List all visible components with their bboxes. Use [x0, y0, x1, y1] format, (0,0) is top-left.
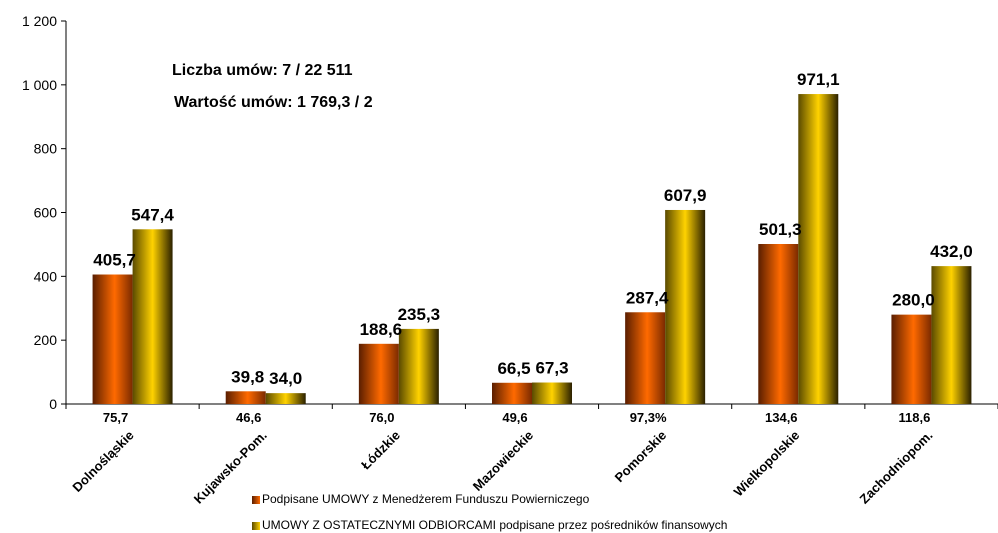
category-sub-label: 97,3% [630, 410, 667, 425]
bar-value-label: 287,4 [626, 288, 669, 307]
category-sub-label: 46,6 [236, 410, 261, 425]
bar-value-label: 607,9 [664, 186, 707, 205]
x-category-label: Mazowieckie [470, 428, 536, 494]
y-tick-label: 200 [34, 332, 58, 348]
y-tick-label: 600 [34, 205, 58, 221]
annotation-value: Wartość umów: 1 769,3 / 2 [174, 94, 373, 111]
bars [92, 94, 972, 404]
category-sub-label: 49,6 [502, 410, 527, 425]
x-category-label: Zachodniopom. [857, 428, 936, 507]
annotation-count: Liczba umów: 7 / 22 511 [172, 62, 353, 79]
bar-series2 [532, 382, 572, 404]
bar-value-label: 280,0 [892, 291, 935, 310]
bar-series2 [665, 209, 706, 404]
bar-value-label: 405,7 [93, 251, 136, 270]
category-sub-label: 75,7 [103, 410, 128, 425]
bar-value-label: 34,0 [269, 369, 302, 388]
axes: 0 200 400 600 800 1 000 1 200 [22, 13, 998, 412]
bar-value-label: 67,3 [535, 359, 568, 378]
y-tick-label: 0 [49, 396, 57, 412]
bar-series2 [265, 393, 306, 404]
legend-item-series1: Podpisane UMOWY z Menedżerem Funduszu Po… [252, 492, 589, 506]
category-sub-label: 76,0 [369, 410, 394, 425]
bar-series1 [225, 391, 266, 404]
bar-value-label: 235,3 [398, 305, 441, 324]
y-tick-label: 400 [34, 268, 58, 284]
bar-value-label: 188,6 [360, 320, 403, 339]
bar-value-label: 547,4 [131, 205, 174, 224]
x-category-label: Łódzkie [358, 428, 403, 473]
bar-value-label: 971,1 [797, 70, 840, 89]
x-category-label: Wielkopolskie [731, 428, 803, 500]
bar-series1 [758, 244, 799, 404]
bar-series1 [625, 312, 666, 404]
y-tick-label: 800 [34, 141, 58, 157]
legend-swatch-series1 [252, 495, 260, 504]
category-sub-label: 134,6 [765, 410, 798, 425]
bar-value-label: 432,0 [930, 242, 973, 261]
bar-series2 [132, 229, 173, 404]
x-category-label: Dolnośląskie [69, 428, 136, 495]
legend-item-series2: UMOWY Z OSTATECZNYMI ODBIORCAMI podpisan… [252, 518, 727, 532]
legend-label-series2: UMOWY Z OSTATECZNYMI ODBIORCAMI podpisan… [262, 518, 728, 532]
bar-value-label: 501,3 [759, 220, 802, 239]
legend-label-series1: Podpisane UMOWY z Menedżerem Funduszu Po… [262, 492, 590, 506]
bar-value-label: 66,5 [497, 359, 530, 378]
bar-series2 [798, 94, 839, 404]
bar-value-label: 39,8 [231, 367, 264, 386]
bar-series1 [891, 314, 932, 404]
bar-series2 [931, 266, 972, 404]
bar-series1 [92, 274, 133, 404]
bar-series2 [398, 328, 439, 404]
bar-series1 [492, 382, 532, 404]
y-tick-label: 1 000 [22, 77, 57, 93]
legend-swatch-series2 [252, 521, 260, 530]
x-category-label: Pomorskie [612, 428, 670, 486]
bar-series1 [358, 343, 399, 404]
y-tick-label: 1 200 [22, 13, 57, 29]
category-sub-label: 118,6 [899, 410, 931, 425]
